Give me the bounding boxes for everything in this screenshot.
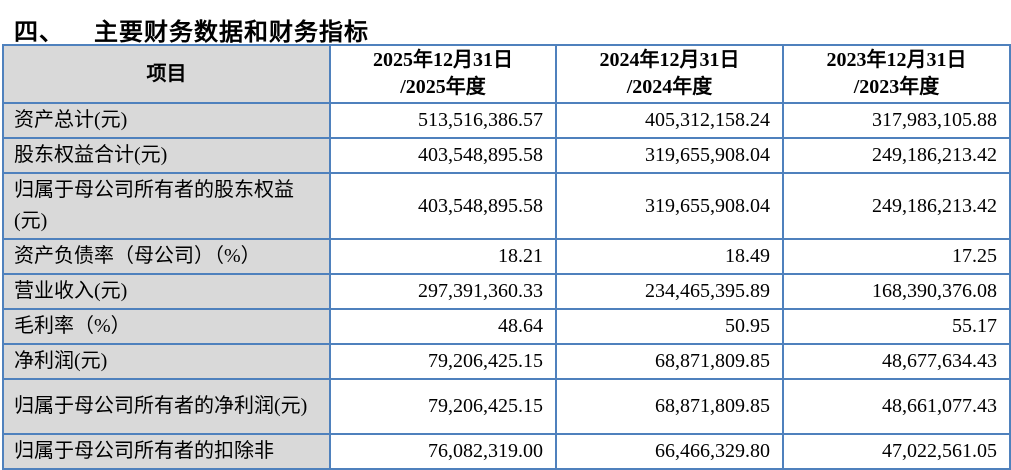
- row-label: 营业收入(元): [2, 273, 331, 310]
- value-2023: 48,677,634.43: [782, 343, 1011, 380]
- value-2023: 17.25: [782, 238, 1011, 275]
- table-row-net-profit: 净利润(元) 79,206,425.15 68,871,809.85 48,67…: [2, 343, 1011, 380]
- value-2023: 317,983,105.88: [782, 102, 1011, 139]
- row-label: 归属于母公司所有者的扣除非: [2, 433, 331, 470]
- value-2024: 68,871,809.85: [555, 343, 784, 380]
- header-2024: 2024年12月31日 /2024年度: [555, 44, 784, 104]
- row-label: 资产负债率（母公司）（%）: [2, 238, 331, 275]
- table-row-operating-revenue: 营业收入(元) 297,391,360.33 234,465,395.89 16…: [2, 273, 1011, 310]
- value-2025: 79,206,425.15: [329, 378, 557, 435]
- value-2024: 18.49: [555, 238, 784, 275]
- table-row-gross-margin: 毛利率（%） 48.64 50.95 55.17: [2, 308, 1011, 345]
- value-2023: 249,186,213.42: [782, 137, 1011, 174]
- table-row-net-profit-attributable-to-parent: 归属于母公司所有者的净利润(元) 79,206,425.15 68,871,80…: [2, 378, 1011, 435]
- value-2025: 76,082,319.00: [329, 433, 557, 470]
- section-title: 主要财务数据和财务指标: [94, 20, 369, 46]
- table-row-debt-ratio: 资产负债率（母公司）（%） 18.21 18.49 17.25: [2, 238, 1011, 275]
- row-label: 归属于母公司所有者的股东权益(元): [2, 172, 331, 240]
- value-2024: 234,465,395.89: [555, 273, 784, 310]
- value-2024: 319,655,908.04: [555, 137, 784, 174]
- value-2023: 47,022,561.05: [782, 433, 1011, 470]
- value-2023: 48,661,077.43: [782, 378, 1011, 435]
- row-label: 毛利率（%）: [2, 308, 331, 345]
- value-2023: 168,390,376.08: [782, 273, 1011, 310]
- table-row-net-profit-excluding-nonrecurring: 归属于母公司所有者的扣除非 76,082,319.00 66,466,329.8…: [2, 433, 1011, 470]
- header-2025: 2025年12月31日 /2025年度: [329, 44, 557, 104]
- value-2025: 48.64: [329, 308, 557, 345]
- value-2024: 405,312,158.24: [555, 102, 784, 139]
- value-2025: 297,391,360.33: [329, 273, 557, 310]
- value-2024: 68,871,809.85: [555, 378, 784, 435]
- header-item: 项目: [2, 44, 331, 104]
- value-2024: 50.95: [555, 308, 784, 345]
- table-row-equity-attributable-to-parent: 归属于母公司所有者的股东权益(元) 403,548,895.58 319,655…: [2, 172, 1011, 240]
- value-2023: 249,186,213.42: [782, 172, 1011, 240]
- financial-indicators-table: 项目 2025年12月31日 /2025年度 2024年12月31日 /2024…: [2, 44, 1011, 470]
- page-title: 四、 主要财务数据和财务指标: [0, 0, 1011, 46]
- value-2023: 55.17: [782, 308, 1011, 345]
- value-2025: 403,548,895.58: [329, 172, 557, 240]
- row-label: 归属于母公司所有者的净利润(元): [2, 378, 331, 435]
- value-2025: 513,516,386.57: [329, 102, 557, 139]
- value-2025: 18.21: [329, 238, 557, 275]
- value-2024: 66,466,329.80: [555, 433, 784, 470]
- row-label: 净利润(元): [2, 343, 331, 380]
- header-2023: 2023年12月31日 /2023年度: [782, 44, 1011, 104]
- value-2025: 403,548,895.58: [329, 137, 557, 174]
- value-2025: 79,206,425.15: [329, 343, 557, 380]
- table-row-total-assets: 资产总计(元) 513,516,386.57 405,312,158.24 31…: [2, 102, 1011, 139]
- table-row-total-equity: 股东权益合计(元) 403,548,895.58 319,655,908.04 …: [2, 137, 1011, 174]
- section-number: 四、: [14, 20, 64, 46]
- row-label: 资产总计(元): [2, 102, 331, 139]
- row-label: 股东权益合计(元): [2, 137, 331, 174]
- table-header-row: 项目 2025年12月31日 /2025年度 2024年12月31日 /2024…: [2, 44, 1011, 104]
- value-2024: 319,655,908.04: [555, 172, 784, 240]
